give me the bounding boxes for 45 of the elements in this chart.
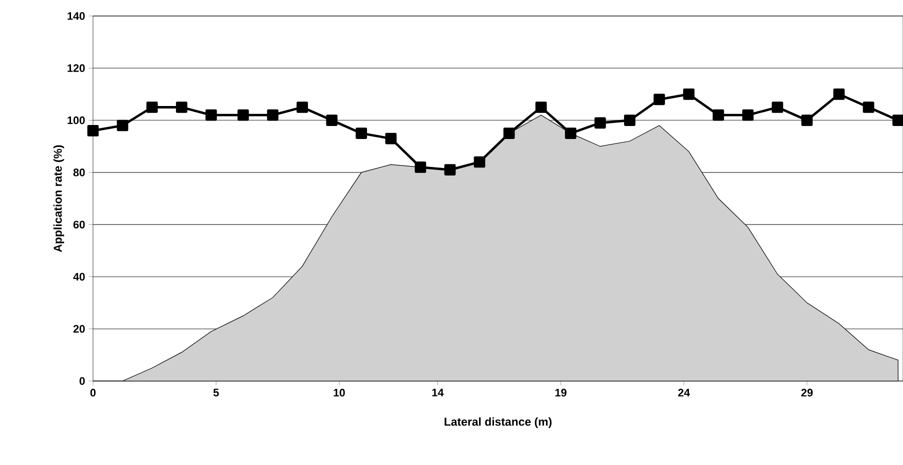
- y-tick-label: 100: [68, 116, 85, 124]
- point: [116, 120, 128, 132]
- point: [742, 109, 754, 121]
- point: [296, 102, 308, 113]
- point: [683, 88, 694, 100]
- point: [833, 88, 845, 100]
- point: [892, 114, 903, 126]
- point: [654, 94, 665, 106]
- point: [414, 162, 426, 173]
- point: [206, 109, 217, 121]
- y-tick-label: 20: [73, 324, 85, 333]
- y-axis-title: Application rate (%): [53, 145, 64, 252]
- point: [801, 114, 813, 126]
- y-tick-label: 40: [73, 272, 85, 281]
- point: [267, 109, 278, 121]
- point: [862, 102, 874, 113]
- point: [503, 128, 515, 139]
- x-tick-label: 24: [678, 388, 690, 396]
- point: [564, 128, 576, 139]
- point: [624, 114, 636, 126]
- y-tick-label: 60: [73, 220, 85, 228]
- point: [535, 102, 547, 113]
- point: [474, 156, 486, 168]
- point: [385, 132, 397, 144]
- point: [356, 128, 368, 139]
- x-tick-label: 14: [432, 388, 444, 396]
- point: [146, 102, 158, 113]
- y-tick-label: 140: [68, 12, 85, 20]
- x-tick-label: 19: [555, 388, 566, 397]
- point: [176, 102, 188, 113]
- y-tick-label: 80: [73, 168, 85, 176]
- y-tick-label: 120: [68, 64, 85, 72]
- point: [772, 102, 784, 113]
- point: [594, 117, 606, 129]
- y-tick-label: 0: [80, 377, 85, 385]
- point: [444, 164, 456, 176]
- x-tick-label: 29: [801, 388, 813, 397]
- x-tick-label: 10: [334, 388, 345, 397]
- point: [87, 125, 99, 136]
- point: [326, 114, 338, 126]
- point: [712, 109, 724, 121]
- x-tick-label: 0: [90, 388, 96, 397]
- x-axis-title: Lateral distance (m): [444, 417, 552, 428]
- point: [238, 109, 249, 121]
- x-tick-label: 5: [213, 388, 219, 396]
